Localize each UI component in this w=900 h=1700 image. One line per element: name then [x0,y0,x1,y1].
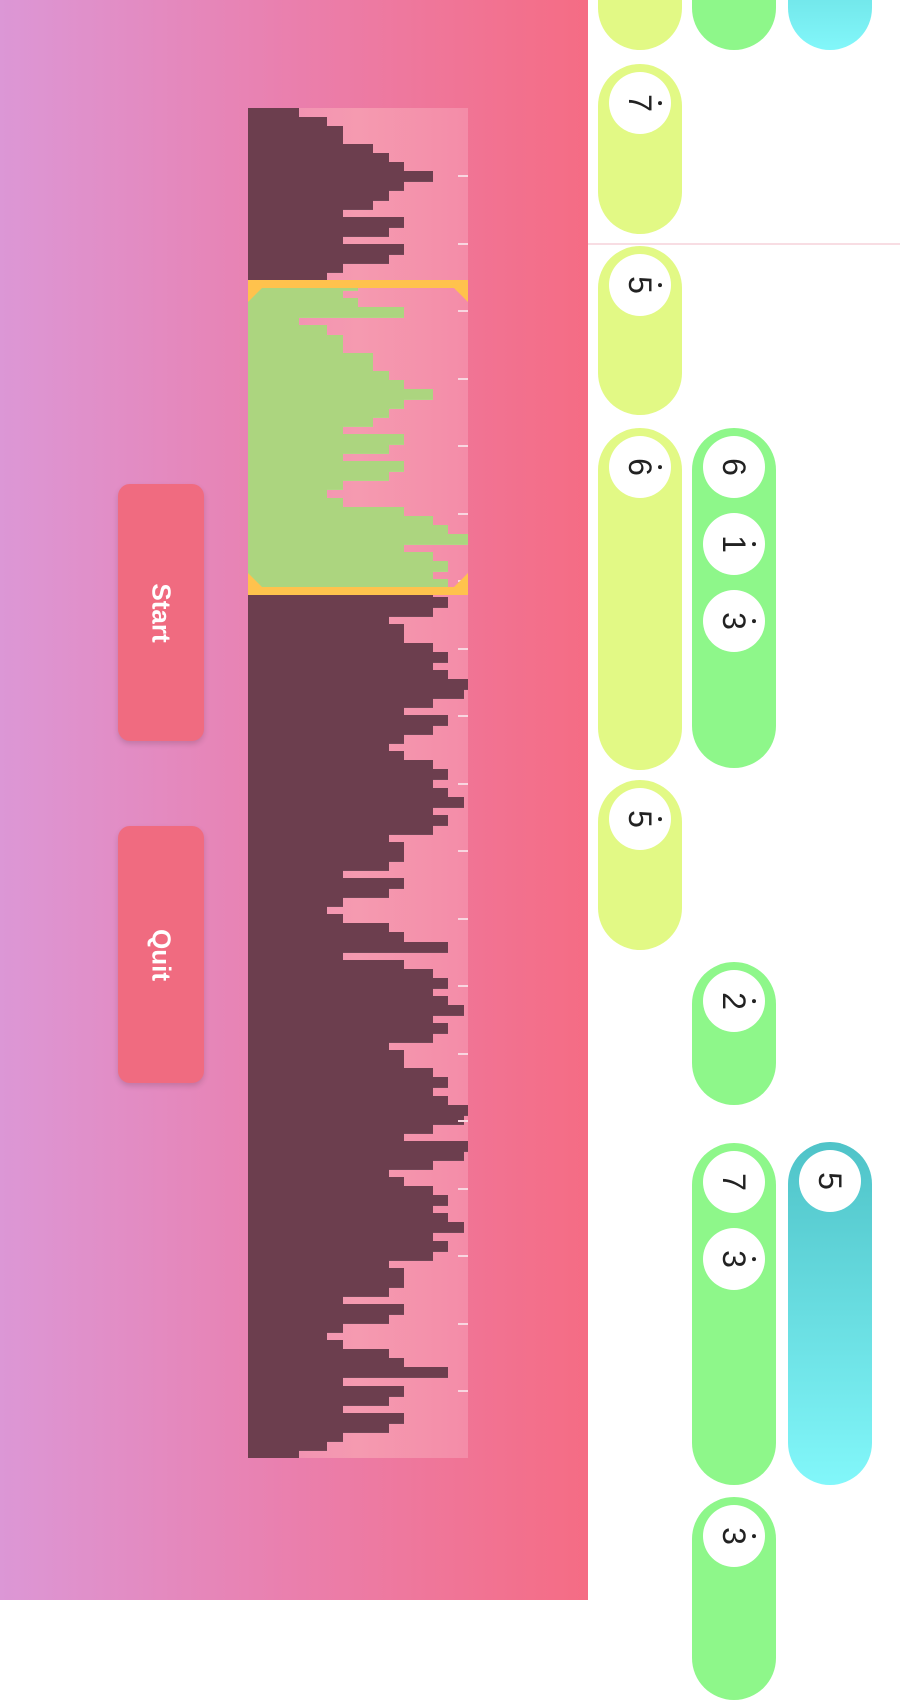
note-label-circle: 6 [703,436,765,498]
note-digit: 5 [622,810,662,828]
waveform-tick [458,1120,468,1122]
waveform-tick [458,242,468,245]
note-digit: 7 [622,94,662,112]
waveform-tick [458,512,468,515]
waveform-tick [458,782,468,785]
note-block[interactable]: 6 1 3 [692,428,776,768]
waveform-bar [248,941,449,953]
note-digit: 7 [716,1173,752,1191]
note-label-circle: 7 [609,72,671,134]
quit-label: Quit [146,928,177,981]
waveform-tick [458,985,468,987]
note-block[interactable] [692,0,776,50]
note-block[interactable]: 2 [692,962,776,1105]
waveform-tick [458,1187,468,1190]
note-block[interactable] [598,0,682,50]
waveform-bar [248,1367,449,1379]
waveform-tick [458,310,468,312]
note-digit: 5 [812,1172,848,1190]
note-label-circle: 1 [703,513,765,575]
note-digit: 2 [716,992,756,1010]
note-block[interactable] [788,0,872,50]
note-block[interactable]: 7 [598,64,682,234]
waveform-tick [458,175,468,177]
note-label-circle: 5 [609,254,671,316]
octave-dot-icon [752,998,756,1003]
octave-dot-icon [658,464,662,469]
note-digit: 5 [622,276,662,294]
waveform-tick [458,850,468,852]
waveform-tick [458,917,468,920]
quit-button[interactable]: Quit [118,826,204,1083]
note-label-circle: 2 [703,970,765,1032]
waveform-tick [458,1255,468,1257]
hit-line [588,243,900,245]
octave-dot-icon [752,1533,756,1538]
note-label-circle: 5 [609,788,671,850]
note-label-circle: 3 [703,1228,765,1290]
start-label: Start [146,582,177,643]
waveform-tick [458,580,468,582]
note-block[interactable]: 5 [598,246,682,415]
start-button[interactable]: Start [118,484,204,741]
waveform-bar [248,307,405,319]
waveform-tick [458,1322,468,1325]
note-digit: 3 [716,1527,756,1545]
waveform-tick [458,377,468,380]
divider [580,0,588,1600]
waveform-tick [458,1457,468,1458]
octave-dot-icon [658,282,662,287]
note-digit: 3 [716,1250,756,1268]
note-block[interactable]: 5 [598,780,682,950]
note-label-circle: 7 [703,1151,765,1213]
note-digit: 1 [716,535,756,553]
note-block[interactable]: 3 [692,1497,776,1700]
note-block[interactable]: 5 [788,1142,872,1485]
note-block[interactable]: 6 [598,428,682,770]
waveform-bar [248,1448,299,1458]
note-label-circle: 6 [609,436,671,498]
octave-dot-icon [658,816,662,821]
note-digit: 3 [716,612,756,630]
note-digit: 6 [716,458,752,476]
waveform-tick [458,1052,468,1055]
note-label-circle: 3 [703,1505,765,1567]
octave-dot-icon [752,618,756,623]
waveform-tick [458,647,468,650]
note-label-circle: 5 [799,1150,861,1212]
octave-dot-icon [752,1256,756,1261]
octave-dot-icon [752,541,756,546]
waveform-tick [458,1390,468,1392]
octave-dot-icon [658,100,662,105]
note-label-circle: 3 [703,590,765,652]
waveform-tick [458,445,468,447]
note-digit: 6 [622,458,662,476]
waveform-track[interactable] [248,108,468,1458]
waveform-tick [458,715,468,717]
